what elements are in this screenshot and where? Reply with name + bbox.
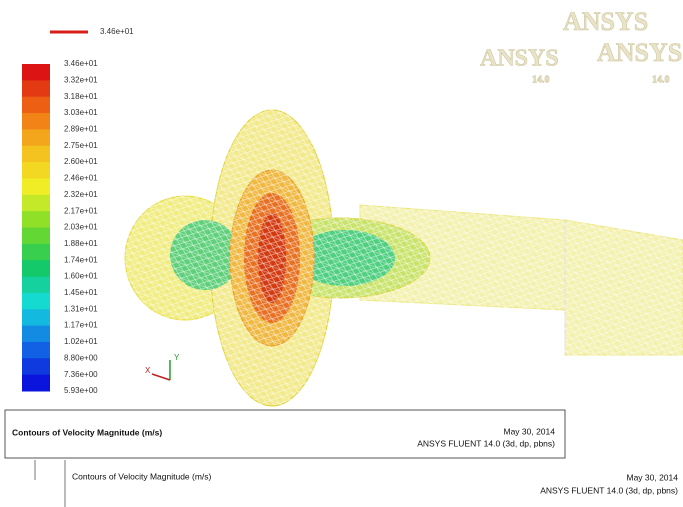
colorbar-swatch [22, 80, 50, 97]
footer-date: May 30, 2014 [503, 426, 555, 436]
triad-x: X [145, 366, 151, 375]
colorbar-label: 3.18e+01 [64, 92, 98, 101]
colorbar-label: 8.80e+00 [64, 353, 98, 362]
colorbar-label: 7.36e+00 [64, 370, 98, 379]
colorbar-label: 2.75e+01 [64, 141, 98, 150]
footer-solver: ANSYS FLUENT 14.0 (3d, dp, pbns) [417, 438, 555, 448]
footer-solver: ANSYS FLUENT 14.0 (3d, dp, pbns) [540, 485, 678, 495]
colorbar-label: 1.88e+01 [64, 239, 98, 248]
colorbar-label: 1.45e+01 [64, 288, 98, 297]
colorbar-swatch [22, 358, 50, 375]
logo: ANSYS [480, 46, 559, 72]
contour-plot [120, 105, 683, 406]
logo: ANSYS [597, 38, 682, 67]
colorbar-swatch [22, 244, 50, 261]
colorbar-swatch [22, 260, 50, 277]
colorbar-swatch [22, 113, 50, 130]
colorbar-swatch [22, 342, 50, 359]
colorbar-label: 1.60e+01 [64, 272, 98, 281]
colorbar-label: 3.03e+01 [64, 108, 98, 117]
colorbar-label: 2.17e+01 [64, 206, 98, 215]
colorbar-swatch [22, 129, 50, 146]
colorbar-swatch [22, 195, 50, 212]
legend-label: 3.46e+01 [100, 27, 134, 36]
logo-version: 14.0 [532, 74, 550, 85]
colorbar-swatch [22, 64, 50, 81]
colorbar-swatch [22, 326, 50, 343]
colorbar-swatch [22, 293, 50, 310]
fluent-screenshot: 3.46e+01 3.46e+01 3.32e+01 3.18e+01 3.03e+0… [0, 0, 683, 507]
colorbar-label: 3.46e+01 [64, 59, 98, 68]
colorbar-label: 2.46e+01 [64, 174, 98, 183]
colorbar-swatch [22, 178, 50, 195]
colorbar-label: 2.60e+01 [64, 157, 98, 166]
colorbar-swatch [22, 162, 50, 179]
colorbar-label: 1.31e+01 [64, 304, 98, 313]
colorbar-swatch [22, 277, 50, 294]
footer-title: Contours of Velocity Magnitude (m/s) [72, 471, 212, 481]
footer-title: Contours of Velocity Magnitude (m/s) [12, 427, 162, 437]
colorbar-label: 1.17e+01 [64, 321, 98, 330]
colorbar-label: 2.89e+01 [64, 125, 98, 134]
colorbar-swatch [22, 211, 50, 228]
colorbar-swatch [22, 228, 50, 245]
colorbar-label: 1.74e+01 [64, 255, 98, 264]
logo: ANSYS [563, 7, 648, 36]
colorbar-label: 5.93e+00 [64, 386, 98, 395]
colorbar-label: 3.32e+01 [64, 75, 98, 84]
colorbar-swatch [22, 309, 50, 326]
colorbar-swatch [22, 97, 50, 114]
colorbar-swatch [22, 146, 50, 163]
colorbar-label: 2.32e+01 [64, 190, 98, 199]
logo-version: 14.0 [652, 74, 670, 85]
triad-y: Y [174, 353, 180, 362]
colorbar-label: 2.03e+01 [64, 223, 98, 232]
colorbar-swatch [22, 375, 50, 392]
footer-date: May 30, 2014 [626, 472, 678, 482]
colorbar-label: 1.02e+01 [64, 337, 98, 346]
